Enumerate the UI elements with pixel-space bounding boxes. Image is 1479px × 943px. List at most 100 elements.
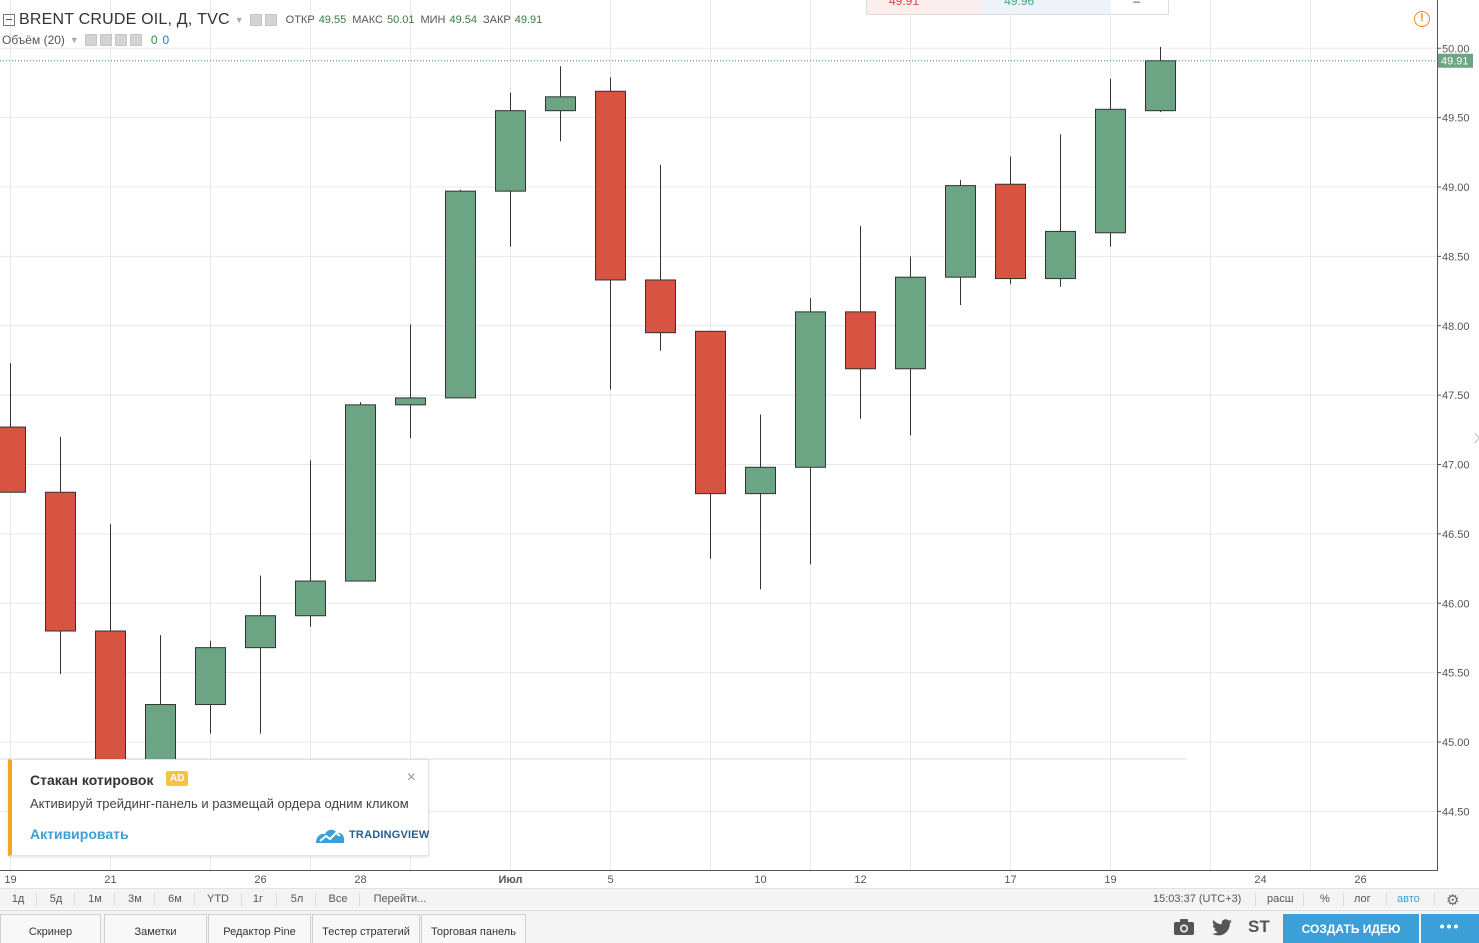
extended-hours-button[interactable]: расш (1267, 893, 1294, 905)
bottom-tabs: Скринер Заметки Редактор Pine Тестер стр… (0, 910, 1479, 943)
eye-icon[interactable] (84, 34, 97, 46)
candle-body[interactable] (1095, 108, 1126, 234)
candle-body[interactable] (595, 90, 626, 281)
symbol-legend: BRENT CRUDE OIL, Д, TVC ▼ ОТКР 49.55 МАК… (0, 8, 542, 32)
toolbar-separator (241, 893, 242, 906)
eye-icon[interactable] (249, 14, 262, 26)
twitter-icon[interactable] (1211, 919, 1233, 937)
alert-icon[interactable]: ! (1414, 11, 1430, 27)
candle-body[interactable] (345, 404, 376, 582)
candle-body[interactable] (45, 491, 76, 632)
timeframe-button[interactable]: 5д (49, 893, 63, 905)
tradingview-logo: TRADINGVIEW (314, 825, 429, 845)
sell-price[interactable]: 49.91 (867, 0, 983, 14)
percent-scale-button[interactable]: % (1320, 893, 1330, 905)
log-scale-button[interactable]: лог (1354, 893, 1371, 905)
timeframe-button[interactable]: YTD (207, 893, 229, 905)
more-button[interactable]: ••• (1421, 914, 1479, 943)
tab-trading-panel[interactable]: Торговая панель (421, 914, 526, 943)
auto-scale-button[interactable]: авто (1397, 893, 1420, 905)
collapse-icon[interactable] (3, 14, 15, 26)
timeframe-button[interactable]: 6м (168, 893, 182, 905)
candle-body[interactable] (245, 615, 276, 649)
tab-screener[interactable]: Скринер (0, 914, 101, 943)
buy-price[interactable]: 49.96 (982, 0, 1112, 14)
x-axis-tick-label: 5 (607, 874, 613, 886)
x-axis-tick-label: 19 (1104, 874, 1116, 886)
y-axis-tick-label: 50.00 (1442, 43, 1470, 55)
chevron-down-icon[interactable]: ▼ (234, 15, 244, 25)
open-value: 49.55 (318, 14, 347, 26)
camera-icon[interactable] (1173, 918, 1195, 936)
remove-icon[interactable] (129, 34, 142, 46)
chevron-down-icon[interactable]: ▼ (69, 35, 79, 45)
price-chart[interactable]: 44.50 45.00 45.50 46.00 46.50 47.00 47.50 48.00… (0, 0, 1479, 888)
close-label: ЗАКР (483, 14, 511, 26)
timeframe-button[interactable]: 5л (290, 893, 304, 905)
bottom-toolbar: 1д 5д 1м 3м 6м YTD 1г 5л Все Перейти... 15:03:37 … (0, 888, 1479, 909)
gear-icon[interactable]: ⚙ (1446, 892, 1460, 909)
create-idea-button[interactable]: СОЗДАТЬ ИДЕЮ (1283, 914, 1419, 943)
toolbar-separator (114, 893, 115, 906)
candle-body[interactable] (545, 96, 576, 112)
tradingview-logo-text: TRADINGVIEW (349, 829, 430, 841)
candle-body[interactable] (145, 704, 176, 764)
symbol-title[interactable]: BRENT CRUDE OIL, Д, TVC (19, 11, 230, 28)
candle-body[interactable] (895, 276, 926, 370)
ad-text: Активируй трейдинг-панель и размещай орд… (30, 796, 409, 811)
candle-body[interactable] (1045, 230, 1076, 280)
y-axis-tick-label: 49.50 (1442, 113, 1470, 125)
x-axis-tick-label: Июл (498, 874, 522, 886)
candle-body[interactable] (395, 397, 426, 406)
stocktwits-icon[interactable]: ST (1248, 917, 1270, 936)
volume-value: 0 (150, 33, 158, 47)
candle-body[interactable] (695, 330, 726, 495)
tab-pine-editor[interactable]: Редактор Pine (208, 914, 311, 943)
toolbar-separator (194, 893, 195, 906)
timeframe-button[interactable]: 1м (88, 893, 102, 905)
activate-link[interactable]: Активировать (30, 826, 129, 842)
low-label: МИН (420, 14, 446, 26)
timeframe-button[interactable]: Все (328, 893, 348, 905)
ad-title: Стакан котировок (30, 772, 154, 788)
volume-legend: Объём (20) ▼ 0 0 (0, 32, 169, 48)
timeframe-button[interactable]: 1г (252, 893, 264, 905)
timeframe-button[interactable]: 1д (11, 893, 25, 905)
toolbar-separator (359, 893, 360, 906)
ad-banner: Стакан котировок AD × Активируй трейдинг… (8, 759, 429, 856)
add-icon[interactable] (114, 34, 127, 46)
candle-body[interactable] (645, 279, 676, 334)
toolbar-separator (315, 893, 316, 906)
candle-body[interactable] (0, 426, 26, 493)
toolbar-separator (1343, 893, 1344, 906)
toolbar-separator (1386, 893, 1387, 906)
candle-body[interactable] (295, 580, 326, 617)
candle-body[interactable] (795, 311, 826, 468)
timeframe-button[interactable]: Перейти... (373, 893, 427, 905)
candle-body[interactable] (995, 183, 1026, 280)
candle-body[interactable] (95, 630, 126, 764)
tab-strategy-tester[interactable]: Тестер стратегий (312, 914, 420, 943)
candle-body[interactable] (445, 190, 476, 399)
minimize-button[interactable]: – (1133, 0, 1140, 8)
x-axis-tick-label: 10 (754, 874, 766, 886)
volume-title[interactable]: Объём (20) (2, 33, 65, 47)
candle-body[interactable] (745, 466, 776, 495)
candle-body[interactable] (495, 110, 526, 192)
x-axis-tick-label: 28 (354, 874, 366, 886)
scroll-handle-icon[interactable] (1474, 432, 1479, 444)
x-axis-tick-label: 24 (1254, 874, 1266, 886)
candle-body[interactable] (195, 647, 226, 706)
candle-body[interactable] (1145, 60, 1176, 112)
timeframe-button[interactable]: 3м (128, 893, 142, 905)
y-axis-tick-label: 45.00 (1442, 737, 1470, 749)
close-icon[interactable]: × (406, 769, 416, 786)
settings-icon[interactable] (99, 34, 112, 46)
y-axis-tick-label: 47.00 (1442, 460, 1470, 472)
tab-notes[interactable]: Заметки (104, 914, 207, 943)
candle-body[interactable] (945, 185, 976, 278)
high-value: 50.01 (386, 14, 415, 26)
candle-body[interactable] (845, 311, 876, 370)
settings-icon[interactable] (264, 14, 277, 26)
